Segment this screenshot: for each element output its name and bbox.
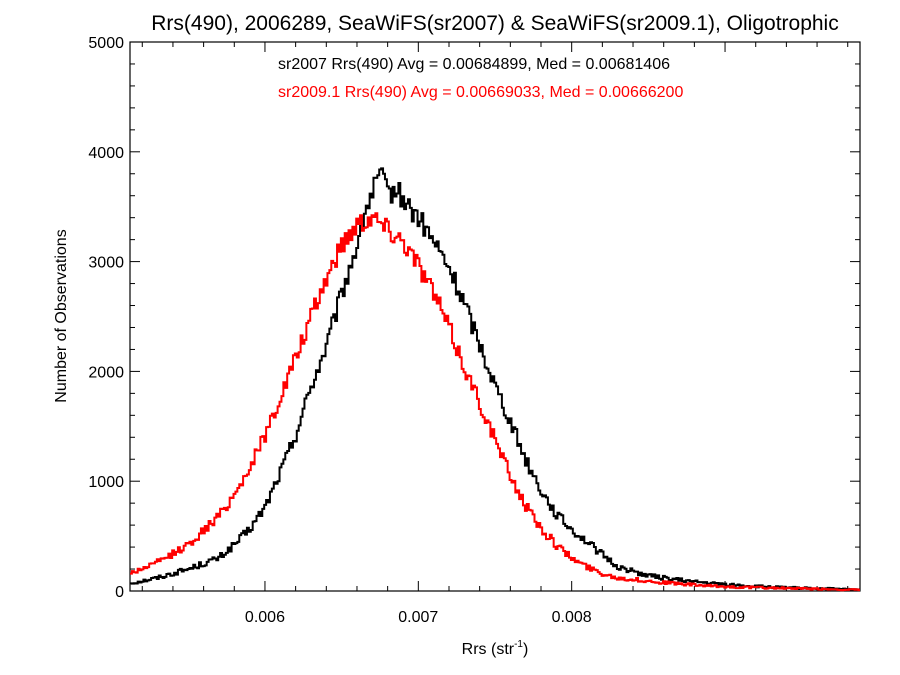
y-tick-label: 0 [115,584,124,601]
x-axis-label-close: ) [523,641,528,658]
x-tick-label: 0.008 [552,609,592,626]
x-axis: 0.006 0.007 0.008 0.009 [141,42,849,626]
x-tick-label: 0.006 [245,609,285,626]
histogram-series-0 [130,167,860,592]
x-axis-label-superscript: -1 [514,639,523,650]
plot-frame [129,41,861,592]
x-tick-label: 0.009 [705,609,745,626]
x-tick-label: 0.007 [398,609,438,626]
y-tick-label: 4000 [88,145,124,162]
annotation-sr2009: sr2009.1 Rrs(490) Avg = 0.00669033, Med … [278,84,683,101]
y-tick-label: 5000 [88,35,124,52]
annotation-sr2007: sr2007 Rrs(490) Avg = 0.00684899, Med = … [278,56,670,73]
y-tick-label: 2000 [88,364,124,381]
y-tick-label: 3000 [88,255,124,272]
y-axis-label: Number of Observations [53,229,70,402]
x-axis-label-main: Rrs (str [462,641,515,658]
chart-title: Rrs(490), 2006289, SeaWiFS(sr2007) & Sea… [151,12,838,35]
histogram-series-1 [130,212,860,592]
series-group [130,167,860,592]
y-axis: 0 1000 2000 3000 4000 5000 [88,35,860,601]
y-tick-label: 1000 [88,474,124,491]
x-axis-label: Rrs (str-1) [462,639,529,658]
